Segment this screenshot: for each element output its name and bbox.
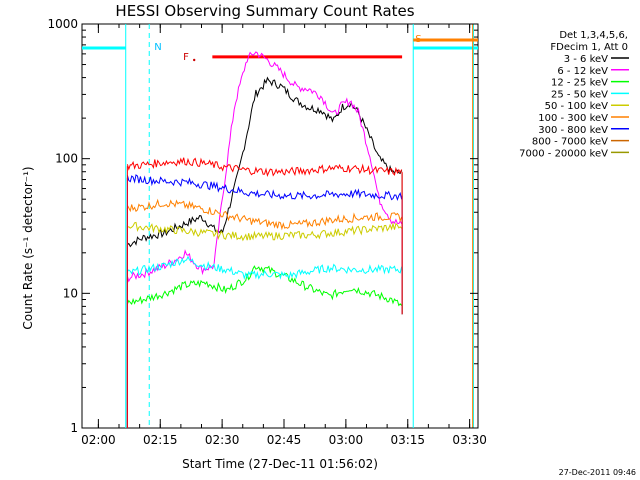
legend-label: 12 - 25 keV [551, 78, 608, 89]
x-tick-label: 03:30 [452, 433, 487, 447]
series-line [126, 198, 403, 231]
flag-dot [193, 58, 196, 62]
x-tick-label: 02:30 [205, 433, 240, 447]
legend-label: 50 - 100 keV [545, 101, 609, 112]
y-tick-label: 1000 [47, 17, 78, 31]
flag-label: F [183, 52, 189, 63]
y-tick-label: 10 [63, 286, 78, 300]
legend-label: 100 - 300 keV [538, 113, 608, 124]
series-line [126, 51, 403, 283]
legend-label: 25 - 50 keV [551, 89, 608, 100]
x-tick-label: 03:00 [329, 433, 364, 447]
x-axis: 02:00 02:15 02:30 02:45 03:00 03:15 03:30 [81, 24, 487, 447]
chart-title: HESSI Observing Summary Count Rates [115, 2, 414, 20]
series-line [127, 255, 403, 280]
legend: Det 1,3,4,5,6,FDecim 1, Att 03 - 6 keV6 … [519, 30, 629, 159]
y-axis: 1 10 100 1000 [47, 17, 478, 435]
flag-label: S [415, 34, 421, 45]
series-line [126, 265, 403, 307]
plot-frame [81, 23, 479, 429]
legend-label: 300 - 800 keV [538, 125, 608, 136]
series-line [127, 76, 403, 248]
x-tick-label: 02:45 [267, 433, 302, 447]
y-axis-label: Count Rate (s⁻¹ detector⁻¹) [21, 166, 35, 329]
legend-label: 800 - 7000 keV [532, 137, 608, 148]
series-line [126, 157, 403, 177]
legend-label: 3 - 6 keV [564, 54, 608, 65]
date-stamp: 27-Dec-2011 09:46 [559, 468, 636, 477]
plot-area: N F S [81, 23, 479, 429]
series-line [126, 174, 403, 202]
legend-header: FDecim 1, Att 0 [550, 42, 628, 53]
x-tick-label: 02:15 [143, 433, 178, 447]
legend-label: 7000 - 20000 keV [519, 148, 608, 159]
legend-header: Det 1,3,4,5,6, [559, 30, 628, 41]
x-axis-label: Start Time (27-Dec-11 01:56:02) [182, 457, 378, 471]
series-line [127, 221, 403, 242]
y-tick-label: 1 [70, 421, 78, 435]
flag-label: N [154, 42, 161, 53]
y-tick-label: 100 [55, 152, 78, 166]
legend-label: 6 - 12 keV [557, 66, 608, 77]
x-tick-label: 02:00 [81, 433, 116, 447]
x-tick-label: 03:15 [390, 433, 425, 447]
